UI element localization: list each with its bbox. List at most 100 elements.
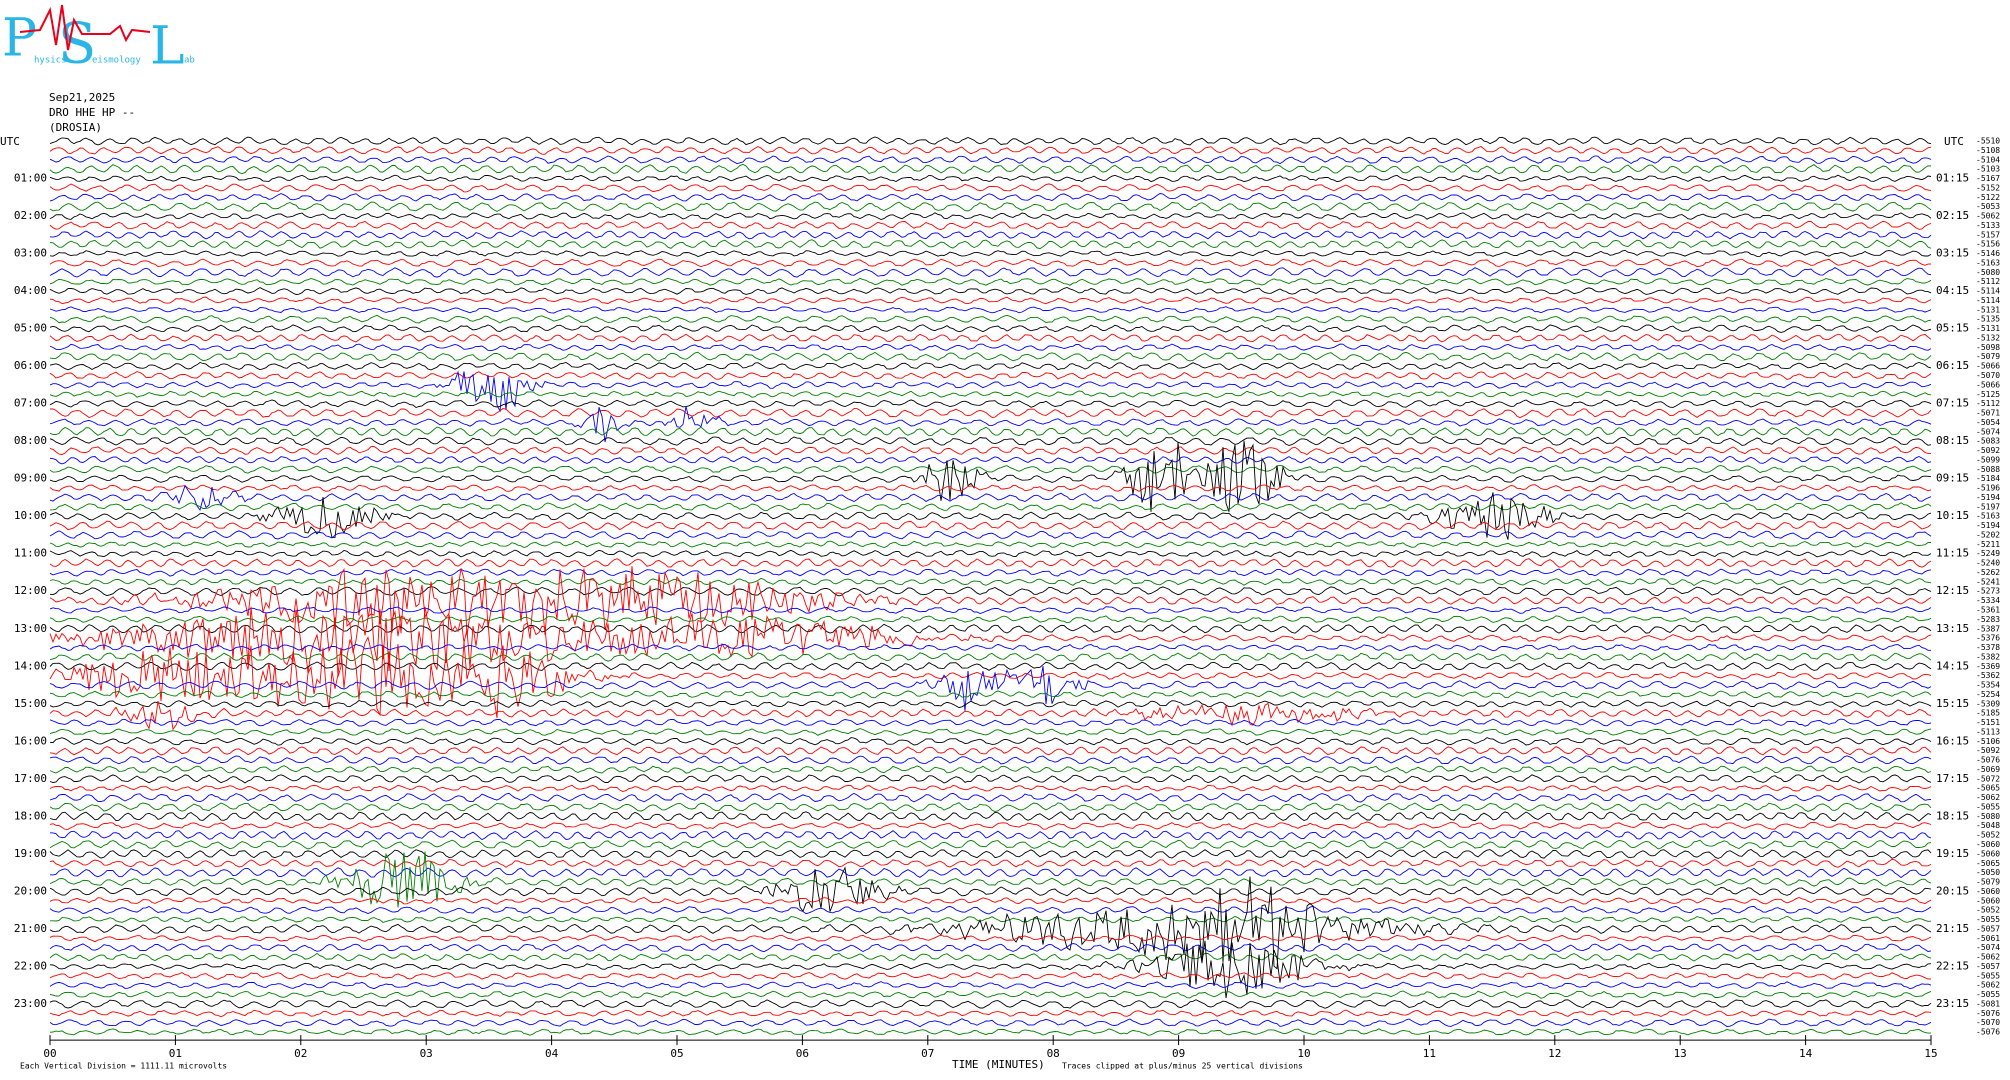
trace — [49, 370, 1932, 413]
trace-offset: -5197 — [1976, 502, 2000, 511]
row-label-right: 10:15 — [1936, 509, 1969, 522]
scale-note: Each Vertical Division = 1111.11 microvo… — [20, 1062, 227, 1071]
x-tick-label: 14 — [1799, 1047, 1813, 1060]
x-tick-label: 07 — [921, 1047, 934, 1060]
trace-offset: -5104 — [1976, 155, 2000, 164]
trace — [49, 586, 1932, 597]
trace-offset: -5361 — [1976, 606, 2000, 615]
clip-note: Traces clipped at plus/minus 25 vertical… — [1062, 1062, 1303, 1071]
trace-offset: -5052 — [1976, 831, 2000, 840]
trace-offset: -5146 — [1976, 249, 2000, 258]
trace — [49, 755, 1932, 765]
trace — [49, 239, 1932, 250]
trace — [49, 839, 1932, 850]
trace — [49, 999, 1932, 1009]
trace-offset: -5054 — [1976, 418, 2000, 427]
trace-offset: -5114 — [1976, 296, 2000, 305]
trace — [49, 296, 1932, 305]
trace-offset: -5072 — [1976, 774, 2000, 783]
trace — [50, 915, 1932, 924]
trace — [49, 643, 1931, 652]
trace — [49, 484, 1932, 512]
row-label-left: 22:00 — [14, 959, 47, 972]
trace-offset: -5387 — [1976, 624, 2000, 633]
trace-offset: -5079 — [1976, 878, 2000, 887]
trace — [49, 952, 1932, 962]
trace-offset: -5112 — [1976, 399, 2000, 408]
row-label-right: 14:15 — [1936, 659, 1969, 672]
trace-offset: -5055 — [1976, 915, 2000, 924]
row-label-left: 23:00 — [14, 997, 47, 1010]
trace — [49, 848, 1932, 859]
trace-offset: -5061 — [1976, 934, 2000, 943]
trace — [49, 174, 1932, 183]
trace-offset: -5378 — [1976, 643, 2000, 652]
trace — [49, 784, 1932, 792]
x-tick-label: 06 — [796, 1047, 809, 1060]
trace — [49, 829, 1932, 841]
trace — [49, 333, 1932, 343]
trace-offset: -5202 — [1976, 530, 2000, 539]
x-tick-label: 01 — [169, 1047, 182, 1060]
trace-offset: -5167 — [1976, 174, 2000, 183]
row-label-left: 20:00 — [14, 884, 47, 897]
trace — [49, 220, 1932, 231]
row-label-right: 20:15 — [1936, 884, 1969, 897]
trace — [49, 981, 1932, 990]
trace-offset: -5060 — [1976, 896, 2000, 905]
trace-offset: -5053 — [1976, 202, 2000, 211]
trace — [49, 792, 1932, 803]
trace — [49, 811, 1932, 822]
row-label-right: 21:15 — [1936, 922, 1969, 935]
trace-offset: -5125 — [1976, 390, 2000, 399]
trace — [49, 821, 1932, 830]
trace-offset: -5131 — [1976, 305, 2000, 314]
trace — [49, 699, 1932, 709]
trace-offset: -5133 — [1976, 221, 2000, 230]
trace — [49, 905, 1932, 915]
row-label-left: 15:00 — [14, 697, 47, 710]
row-label-left: 06:00 — [14, 359, 47, 372]
trace — [49, 727, 1932, 736]
row-label-left: 17:00 — [14, 772, 47, 785]
trace — [49, 183, 1932, 193]
row-label-left: 18:00 — [14, 809, 47, 822]
trace-offset: -5076 — [1976, 756, 2000, 765]
trace-offset: -5070 — [1976, 1018, 2000, 1027]
x-tick-label: 05 — [670, 1047, 683, 1060]
row-label-left: 12:00 — [14, 584, 47, 597]
trace — [49, 324, 1932, 333]
trace — [49, 145, 1932, 155]
trace — [49, 605, 1932, 615]
trace-offset: -5062 — [1976, 981, 2000, 990]
x-tick-label: 08 — [1047, 1047, 1060, 1060]
trace-offset: -5052 — [1976, 906, 2000, 915]
trace-offset: -5098 — [1976, 343, 2000, 352]
trace — [50, 408, 1932, 419]
logo-wave — [19, 4, 151, 51]
trace — [49, 566, 1932, 639]
trace-offset: -5076 — [1976, 1009, 2000, 1018]
trace — [49, 406, 1932, 443]
trace-offset: -5099 — [1976, 455, 2000, 464]
trace — [49, 652, 1932, 662]
trace-offset: -5185 — [1976, 709, 2000, 718]
trace-offset: -5283 — [1976, 615, 2000, 624]
trace — [49, 361, 1932, 371]
trace-offset: -5112 — [1976, 277, 2000, 286]
trace-offset: -5163 — [1976, 512, 2000, 521]
trace — [49, 230, 1932, 240]
trace — [49, 568, 1932, 577]
trace — [49, 661, 1932, 672]
trace — [49, 530, 1932, 540]
trace-offset: -5069 — [1976, 765, 2000, 774]
trace — [49, 426, 1932, 437]
trace — [49, 802, 1932, 812]
trace-offset: -5135 — [1976, 315, 2000, 324]
x-tick-label: 03 — [420, 1047, 433, 1060]
trace-offset: -5376 — [1976, 634, 2000, 643]
x-tick-label: 12 — [1548, 1047, 1561, 1060]
trace — [49, 266, 1932, 278]
trace-offset: -5152 — [1976, 183, 2000, 192]
row-label-left: 16:00 — [14, 734, 47, 747]
